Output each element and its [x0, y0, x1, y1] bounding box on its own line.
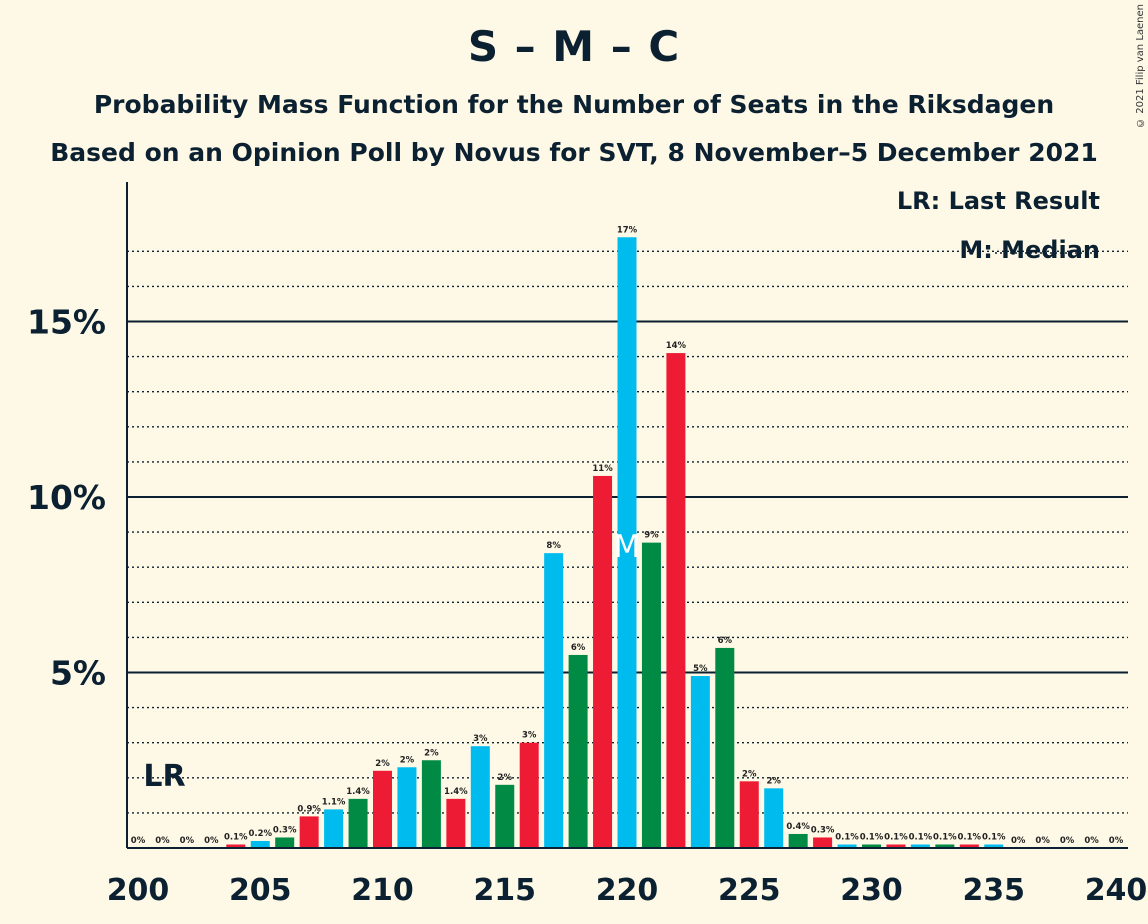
bar-seat-205: [250, 840, 270, 848]
data-label-seat-205: 0.2%: [248, 829, 272, 839]
x-tick-labels: 200 205 210 215 220 225 230 235 240: [107, 873, 1148, 908]
x-tick-label: 230: [840, 873, 903, 908]
data-label-seat-217: 8%: [546, 541, 561, 551]
data-label-seat-229: 0.1%: [835, 832, 859, 842]
y-tick-label: 5%: [50, 654, 106, 693]
bar-seat-222: [666, 353, 686, 848]
x-tick-label: 240: [1085, 873, 1148, 908]
data-label-seat-209: 1.4%: [346, 787, 370, 797]
x-tick-label: 210: [351, 873, 414, 908]
bar-seat-217: [544, 553, 564, 848]
bar-seat-213: [446, 798, 466, 848]
data-label-seat-200: 0%: [131, 836, 146, 846]
data-label-seat-211: 2%: [400, 755, 415, 765]
data-label-seat-232: 0.1%: [909, 832, 933, 842]
data-label-seat-231: 0.1%: [884, 832, 908, 842]
bar-seat-235: [984, 844, 1004, 848]
data-label-seat-238: 0%: [1060, 836, 1075, 846]
x-tick-label: 225: [718, 873, 781, 908]
data-label-seat-213: 1.4%: [444, 787, 468, 797]
data-label-seat-206: 0.3%: [273, 825, 297, 835]
bar-seat-220: [617, 237, 637, 848]
x-tick-label: 220: [596, 873, 659, 908]
bar-seat-206: [275, 837, 295, 848]
bar-seat-227: [788, 833, 808, 848]
bar-seat-208: [324, 809, 344, 848]
data-label-seat-208: 1.1%: [322, 797, 346, 807]
x-tick-label: 205: [229, 873, 292, 908]
data-label-seat-220: 17%: [617, 225, 638, 235]
data-label-seat-239: 0%: [1084, 836, 1099, 846]
bar-seat-218: [568, 654, 588, 848]
x-tick-label: 235: [962, 873, 1025, 908]
data-labels: 0% 0% 0% 0% 0.1% 0.2% 0.3%0.9%1.1%1.4%2% 2%2%1.…: [131, 225, 1124, 846]
data-label-seat-210: 2%: [375, 759, 390, 769]
bar-seat-214: [470, 746, 490, 848]
data-label-seat-226: 2%: [766, 776, 781, 786]
bar-seat-224: [715, 647, 735, 848]
chart-title: S – M – C: [467, 22, 681, 71]
x-tick-label: 200: [107, 873, 170, 908]
data-label-seat-230: 0.1%: [860, 832, 884, 842]
y-tick-labels: 5% 10% 15%: [27, 303, 106, 693]
last-result-marker: LR: [143, 759, 185, 794]
data-label-seat-215: 2%: [498, 773, 513, 783]
bar-seat-215: [495, 784, 515, 848]
bar-seat-219: [593, 475, 613, 848]
chart-subtitle-source: Based on an Opinion Poll by Novus for SV…: [50, 138, 1098, 167]
legend-last-result: LR: Last Result: [897, 187, 1100, 215]
bar-seat-211: [397, 767, 417, 848]
data-label-seat-227: 0.4%: [786, 822, 810, 832]
bar-seat-230: [862, 844, 881, 848]
median-marker: M: [614, 529, 641, 565]
bar-seat-225: [739, 781, 759, 848]
data-label-seat-233: 0.1%: [933, 832, 957, 842]
bar-seat-204: [226, 844, 246, 848]
legend-median: M: Median: [959, 236, 1100, 264]
data-label-seat-234: 0.1%: [958, 832, 982, 842]
chart-subtitle: Probability Mass Function for the Number…: [93, 90, 1055, 119]
bar-seat-233: [935, 844, 955, 848]
bar-seat-232: [910, 844, 930, 848]
data-label-seat-221: 9%: [644, 531, 659, 541]
data-label-seat-218: 6%: [571, 643, 586, 653]
data-label-seat-237: 0%: [1035, 836, 1050, 846]
bar-seat-216: [519, 742, 539, 848]
bar-seat-212: [421, 760, 441, 848]
bar-seat-223: [690, 676, 710, 848]
data-label-seat-222: 14%: [666, 341, 687, 351]
bar-seat-234: [959, 844, 979, 848]
data-label-seat-203: 0%: [204, 836, 219, 846]
data-label-seat-219: 11%: [592, 464, 613, 474]
data-label-seat-216: 3%: [522, 731, 537, 741]
data-label-seat-235: 0.1%: [982, 832, 1006, 842]
data-label-seat-225: 2%: [742, 769, 757, 779]
bar-seat-207: [299, 816, 319, 848]
data-label-seat-223: 5%: [693, 664, 708, 674]
data-label-seat-207: 0.9%: [297, 804, 321, 814]
axes: [126, 182, 1128, 849]
data-label-seat-228: 0.3%: [811, 825, 835, 835]
data-label-seat-236: 0%: [1011, 836, 1026, 846]
bars: [226, 237, 1004, 848]
bar-seat-226: [764, 788, 784, 848]
y-tick-label: 10%: [27, 478, 106, 517]
data-label-seat-202: 0%: [180, 836, 195, 846]
bar-seat-229: [837, 844, 857, 848]
bar-seat-221: [641, 542, 661, 848]
data-label-seat-214: 3%: [473, 734, 488, 744]
bar-seat-231: [886, 844, 906, 848]
data-label-seat-204: 0.1%: [224, 832, 248, 842]
data-label-seat-201: 0%: [155, 836, 170, 846]
y-tick-label: 15%: [27, 303, 106, 342]
data-label-seat-224: 6%: [718, 636, 733, 646]
data-label-seat-212: 2%: [424, 748, 439, 758]
data-label-seat-240: 0%: [1109, 836, 1124, 846]
bar-seat-228: [813, 837, 833, 848]
bar-seat-210: [373, 770, 392, 848]
x-tick-label: 215: [473, 873, 536, 908]
bar-seat-209: [348, 798, 368, 848]
